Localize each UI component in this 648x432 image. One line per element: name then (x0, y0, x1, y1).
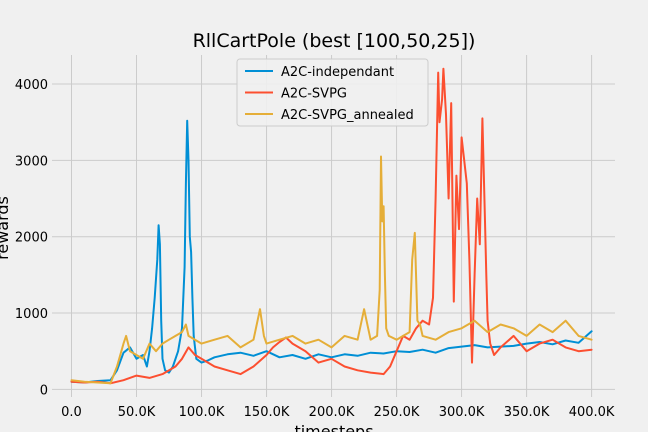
chart-title: RllCartPole (best [100,50,25]) (193, 30, 476, 52)
x-tick-label: 100.0K (179, 405, 225, 420)
series-layer (70, 67, 593, 385)
series-line-0 (70, 119, 593, 384)
x-axis-ticks: 0.0 50.0K 100.0K 150.0K 200.0K 250.0K 300.0K 35… (61, 405, 615, 420)
y-axis-ticks: 0 1000 2000 3000 4000 (15, 78, 48, 398)
x-tick-label: 200.0K (309, 405, 355, 420)
series-line-1 (70, 67, 593, 385)
x-tick-label: 150.0K (244, 405, 290, 420)
legend-box (236, 58, 429, 127)
y-tick-label: 3000 (15, 154, 48, 169)
x-tick-label: 0.0 (61, 405, 82, 420)
legend: A2C-independant A2C-SVPG A2C-SVPG_annealed (236, 58, 429, 127)
x-axis-label: timesteps (294, 422, 373, 432)
legend-label-1: A2C-SVPG (281, 87, 347, 102)
y-tick-label: 2000 (15, 231, 48, 246)
x-tick-label: 250.0K (374, 405, 420, 420)
legend-label-0: A2C-independant (281, 65, 394, 80)
series-line-2 (70, 155, 593, 385)
y-tick-label: 1000 (15, 307, 48, 322)
legend-label-2: A2C-SVPG_annealed (281, 108, 414, 123)
y-tick-label: 4000 (15, 78, 48, 93)
y-tick-label: 0 (40, 383, 48, 398)
y-axis-label: rewards (0, 196, 12, 260)
x-tick-label: 350.0K (504, 405, 550, 420)
x-tick-label: 400.0K (569, 405, 615, 420)
x-tick-label: 300.0K (439, 405, 485, 420)
x-tick-label: 50.0K (118, 405, 156, 420)
